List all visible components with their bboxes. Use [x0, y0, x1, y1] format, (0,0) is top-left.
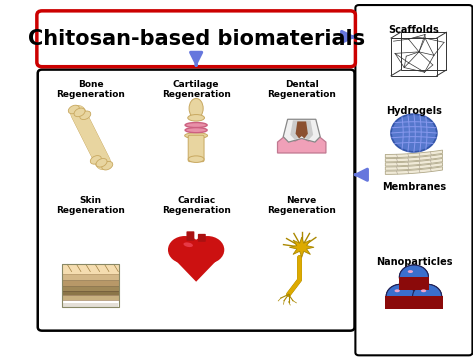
Ellipse shape	[391, 114, 437, 152]
Ellipse shape	[386, 284, 415, 308]
Text: Nanoparticles: Nanoparticles	[376, 257, 452, 267]
Circle shape	[168, 236, 201, 264]
Text: Bone
Regeneration: Bone Regeneration	[56, 80, 125, 99]
Polygon shape	[385, 158, 443, 166]
Ellipse shape	[74, 108, 85, 117]
Polygon shape	[290, 237, 314, 257]
Ellipse shape	[408, 270, 413, 273]
Ellipse shape	[68, 105, 79, 114]
Ellipse shape	[185, 128, 207, 133]
Text: Cartilage
Regeneration: Cartilage Regeneration	[162, 80, 230, 99]
Polygon shape	[385, 150, 443, 158]
Polygon shape	[169, 253, 223, 282]
Text: Dental
Regeneration: Dental Regeneration	[267, 80, 336, 99]
Ellipse shape	[400, 265, 428, 289]
Polygon shape	[412, 296, 443, 309]
Polygon shape	[385, 167, 443, 174]
Text: Scaffolds: Scaffolds	[389, 25, 439, 35]
Polygon shape	[62, 291, 119, 296]
Ellipse shape	[188, 115, 204, 121]
FancyBboxPatch shape	[356, 5, 473, 355]
Polygon shape	[62, 280, 119, 286]
Polygon shape	[385, 296, 416, 309]
FancyBboxPatch shape	[198, 234, 206, 242]
Ellipse shape	[421, 289, 426, 292]
FancyBboxPatch shape	[186, 231, 194, 241]
FancyBboxPatch shape	[37, 11, 356, 67]
Polygon shape	[62, 286, 119, 291]
Ellipse shape	[412, 284, 442, 308]
Ellipse shape	[185, 123, 207, 128]
Polygon shape	[62, 296, 119, 300]
Ellipse shape	[189, 98, 203, 118]
Text: Nerve
Regeneration: Nerve Regeneration	[267, 196, 336, 215]
Ellipse shape	[96, 158, 107, 167]
Text: Skin
Regeneration: Skin Regeneration	[56, 196, 125, 215]
Ellipse shape	[400, 265, 428, 289]
Text: Membranes: Membranes	[382, 182, 446, 193]
Polygon shape	[296, 122, 308, 138]
Polygon shape	[283, 119, 320, 142]
Polygon shape	[399, 277, 429, 290]
Text: Chitosan-based biomaterials: Chitosan-based biomaterials	[27, 29, 365, 49]
Polygon shape	[385, 154, 443, 162]
Circle shape	[191, 236, 224, 264]
Ellipse shape	[386, 284, 415, 308]
FancyBboxPatch shape	[38, 70, 355, 331]
Polygon shape	[290, 120, 313, 139]
Polygon shape	[62, 274, 119, 280]
FancyBboxPatch shape	[188, 135, 204, 162]
Ellipse shape	[183, 242, 193, 247]
Ellipse shape	[80, 111, 91, 119]
Polygon shape	[277, 136, 326, 153]
Ellipse shape	[185, 133, 208, 138]
Ellipse shape	[91, 155, 101, 164]
Ellipse shape	[188, 156, 204, 162]
Polygon shape	[62, 264, 119, 274]
Ellipse shape	[394, 289, 400, 292]
Polygon shape	[385, 163, 443, 170]
Ellipse shape	[102, 161, 113, 170]
Text: Cardiac
Regeneration: Cardiac Regeneration	[162, 196, 230, 215]
Ellipse shape	[412, 284, 442, 308]
Text: Hydrogels: Hydrogels	[386, 106, 442, 116]
